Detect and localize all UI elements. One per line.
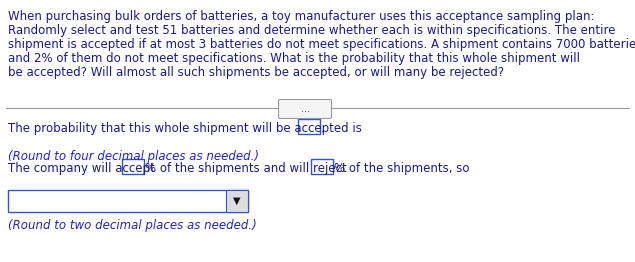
Bar	[311, 159, 333, 174]
Text: shipment is accepted if at most 3 batteries do not meet specifications. A shipme: shipment is accepted if at most 3 batter…	[8, 38, 635, 51]
Text: .: .	[321, 122, 324, 135]
Bar	[298, 119, 320, 134]
Text: (Round to four decimal places as needed.): (Round to four decimal places as needed.…	[8, 150, 259, 163]
Text: The company will accept: The company will accept	[8, 162, 159, 175]
Text: ▼: ▼	[233, 196, 241, 206]
FancyBboxPatch shape	[279, 100, 331, 118]
Text: When purchasing bulk orders of batteries, a toy manufacturer uses this acceptanc: When purchasing bulk orders of batteries…	[8, 10, 594, 23]
Text: and 2% of them do not meet specifications. What is the probability that this who: and 2% of them do not meet specification…	[8, 52, 580, 65]
Text: The probability that this whole shipment will be accepted is: The probability that this whole shipment…	[8, 122, 366, 135]
Bar	[226, 190, 248, 212]
Bar	[8, 190, 248, 212]
Text: (Round to two decimal places as needed.): (Round to two decimal places as needed.)	[8, 219, 257, 232]
Text: % of the shipments, so: % of the shipments, so	[334, 162, 470, 175]
Text: ...: ...	[300, 104, 309, 114]
Text: be accepted? Will almost all such shipments be accepted, or will many be rejecte: be accepted? Will almost all such shipme…	[8, 66, 504, 79]
Bar	[122, 159, 144, 174]
Text: Randomly select and test 51 batteries and determine whether each is within speci: Randomly select and test 51 batteries an…	[8, 24, 615, 37]
Text: % of the shipments and will reject: % of the shipments and will reject	[145, 162, 351, 175]
